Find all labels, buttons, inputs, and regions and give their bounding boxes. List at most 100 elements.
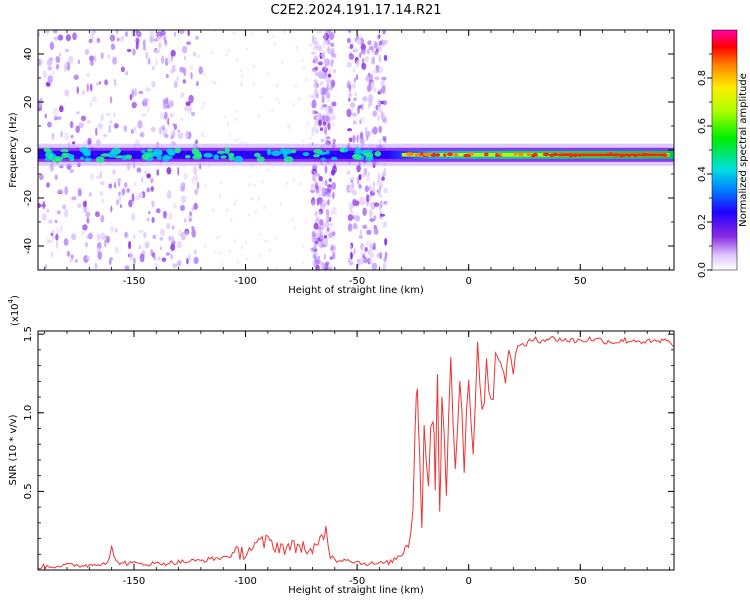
spectrogram-noise-blob bbox=[266, 168, 269, 173]
spectrogram-noise-blob bbox=[346, 128, 353, 132]
spectrogram-noise-blob bbox=[318, 176, 323, 182]
spectrogram-noise-blob bbox=[314, 72, 320, 76]
spectrogram-noise-blob bbox=[314, 111, 318, 114]
spectrogram-noise-blob bbox=[165, 74, 169, 79]
spectrogram-noise-blob bbox=[64, 208, 69, 218]
spectrogram-noise-blob bbox=[381, 221, 385, 229]
spectrogram-noise-blob bbox=[191, 228, 196, 238]
snr-x-tick-label: -100 bbox=[234, 576, 257, 587]
spectrogram-noise-blob bbox=[274, 236, 277, 241]
spectrogram-noise-blob bbox=[95, 211, 100, 218]
spectrogram-noise-blob bbox=[351, 182, 355, 189]
spectrogram-noise-blob bbox=[323, 235, 327, 239]
spectrogram-noise-blob bbox=[166, 167, 172, 175]
spectrogram-noise-blob bbox=[71, 233, 77, 241]
spectrogram-noise-blob bbox=[310, 248, 313, 252]
spectrogram-noise-blob bbox=[47, 121, 52, 128]
spectrogram-noise-blob bbox=[354, 91, 357, 97]
spectrogram-noise-blob bbox=[177, 166, 180, 176]
spectrogram-noise-blob bbox=[310, 136, 313, 140]
spectrogram-band-blob bbox=[60, 149, 69, 153]
spectrogram-noise-blob bbox=[328, 108, 334, 114]
spectrogram-noise-blob bbox=[89, 83, 93, 92]
spectrogram-noise-blob bbox=[295, 45, 298, 50]
spectrogram-noise-blob bbox=[312, 34, 315, 44]
spectrogram-noise-blob bbox=[351, 103, 354, 112]
spectrogram-noise-blob bbox=[351, 225, 354, 231]
spectrogram-noise-blob bbox=[383, 220, 387, 229]
spectrogram-noise-blob bbox=[135, 30, 139, 33]
spectrogram-noise-blob bbox=[89, 55, 95, 62]
spectrogram-noise-blob bbox=[311, 230, 316, 238]
spectrogram-noise-blob bbox=[331, 59, 334, 64]
spectrogram-noise-blob bbox=[124, 265, 130, 270]
spectrogram-noise-blob bbox=[312, 200, 316, 208]
spectrogram-noise-blob bbox=[257, 114, 260, 118]
spectrogram-band-blob bbox=[364, 152, 374, 158]
spectrogram-noise-blob bbox=[189, 65, 193, 71]
spectrogram-noise-blob bbox=[232, 165, 236, 169]
spectrogram-noise-blob bbox=[56, 210, 61, 215]
spectrogram-noise-blob bbox=[363, 167, 368, 175]
spectrogram-noise-blob bbox=[381, 176, 385, 181]
spectrogram-noise-blob bbox=[317, 241, 321, 247]
spectrogram-noise-blob bbox=[55, 56, 61, 64]
spectrogram-noise-blob bbox=[382, 30, 386, 35]
spectrogram-noise-blob bbox=[372, 126, 378, 135]
spectrogram-noise-blob bbox=[319, 81, 324, 86]
spectrogram-noise-blob bbox=[70, 254, 74, 260]
spectrogram-noise-blob bbox=[304, 219, 308, 224]
spectrogram-noise-blob bbox=[331, 206, 337, 215]
spectrogram-noise-blob bbox=[135, 37, 140, 45]
spectrogram-noise-blob bbox=[139, 253, 145, 263]
spectrogram-noise-blob bbox=[324, 126, 328, 135]
spectrogram-noise-blob bbox=[328, 174, 332, 179]
spectrogram-noise-blob bbox=[326, 134, 329, 138]
spectrogram-band-blob bbox=[84, 157, 92, 162]
spectrogram-noise-blob bbox=[266, 72, 269, 76]
spectrogram-noise-blob bbox=[130, 212, 136, 222]
spectrogram-noise-blob bbox=[128, 240, 132, 250]
spectrogram-band-blob bbox=[313, 153, 320, 158]
spectrogram-noise-blob bbox=[359, 52, 362, 58]
spectrogram-noise-blob bbox=[57, 188, 63, 194]
spectrogram-noise-blob bbox=[280, 60, 284, 65]
snr-x-tick-label: -150 bbox=[123, 576, 146, 587]
spectrogram-noise-blob bbox=[313, 45, 318, 51]
spectrogram-noise-blob bbox=[352, 83, 356, 89]
spectrogram-noise-blob bbox=[166, 222, 171, 230]
spectrogram-noise-blob bbox=[134, 87, 137, 97]
spectrogram-noise-blob bbox=[99, 170, 103, 180]
spectrogram-x-tick-label: -50 bbox=[349, 276, 365, 287]
spectrogram-noise-blob bbox=[317, 61, 323, 66]
spectrogram-band-blob bbox=[48, 153, 53, 160]
spectrogram-noise-blob bbox=[51, 132, 55, 141]
spectrogram-noise-blob bbox=[373, 50, 379, 56]
spectrogram-noise-blob bbox=[64, 186, 69, 195]
spectrogram-band-peak-dot bbox=[443, 153, 447, 157]
spectrogram-noise-blob bbox=[201, 105, 204, 110]
spectrogram-noise-blob bbox=[348, 261, 354, 266]
spectrogram-noise-blob bbox=[152, 65, 155, 71]
spectrogram-noise-blob bbox=[324, 93, 327, 97]
spectrogram-noise-blob bbox=[163, 35, 167, 45]
spectrogram-band-blob bbox=[224, 147, 230, 154]
spectrogram-noise-blob bbox=[93, 55, 97, 62]
spectrogram-band-peak-dot bbox=[499, 152, 503, 157]
spectrogram-noise-blob bbox=[330, 169, 336, 176]
spectrogram-band-blob bbox=[320, 157, 326, 161]
spectrogram-noise-blob bbox=[324, 136, 327, 141]
spectrogram-noise-blob bbox=[322, 51, 325, 60]
spectrogram-noise-blob bbox=[68, 55, 74, 64]
spectrogram-noise-blob bbox=[332, 191, 335, 200]
spectrogram-noise-blob bbox=[90, 100, 93, 108]
spectrogram-noise-blob bbox=[145, 87, 148, 92]
spectrogram-noise-blob bbox=[49, 41, 55, 51]
spectrogram-noise-blob bbox=[224, 114, 227, 119]
spectrogram-noise-blob bbox=[305, 77, 308, 82]
spectrogram-noise-blob bbox=[326, 188, 331, 195]
spectrogram-noise-blob bbox=[48, 219, 53, 224]
spectrogram-band-peak-dot bbox=[513, 152, 518, 156]
spectrogram-noise-blob bbox=[314, 258, 319, 265]
